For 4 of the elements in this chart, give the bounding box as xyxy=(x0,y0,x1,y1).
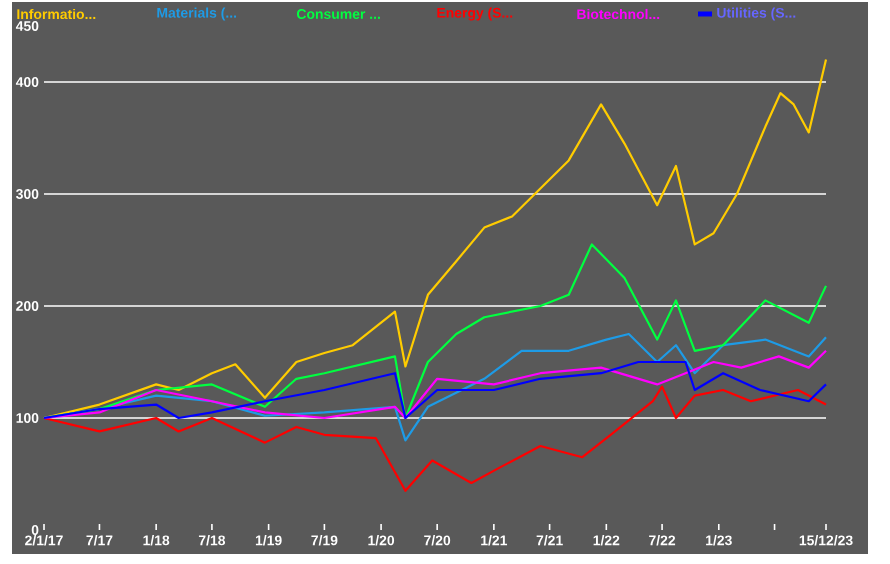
line-series xyxy=(42,349,828,420)
line-series xyxy=(42,58,828,420)
line-series xyxy=(42,385,828,492)
line-series xyxy=(42,360,828,420)
